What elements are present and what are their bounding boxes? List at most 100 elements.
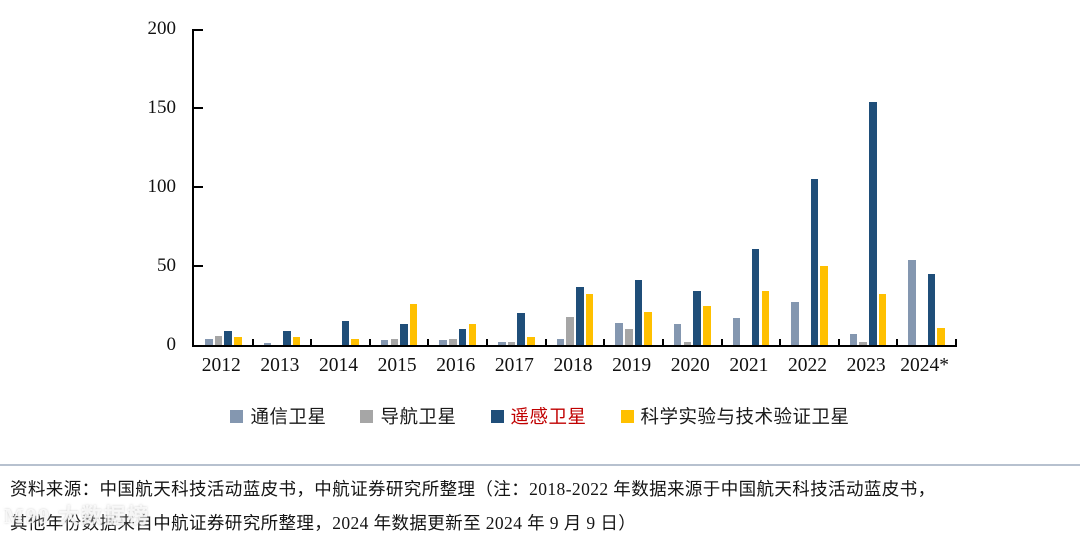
x-axis-tick-label: 2013: [260, 355, 300, 376]
bar: [761, 291, 770, 345]
bar-group: [253, 29, 312, 345]
x-axis-tick-label: 2012: [201, 355, 241, 376]
x-axis-tick: [837, 339, 840, 347]
bar-group: [722, 29, 781, 345]
y-axis-tick: [194, 107, 203, 109]
x-axis-tick-label: 2015: [377, 355, 417, 376]
bar: [869, 101, 877, 345]
bar: [878, 294, 887, 345]
x-axis-tick: [720, 339, 723, 347]
x-axis-tick-label: 2024*: [900, 355, 950, 376]
bar: [859, 341, 867, 345]
bar: [409, 303, 418, 345]
legend-swatch-icon: [230, 409, 244, 423]
x-axis-tick-label: 2022: [787, 355, 827, 376]
x-axis-tick-label: 2014: [319, 355, 359, 376]
y-axis-tick: [194, 265, 203, 267]
x-axis-tick: [779, 339, 782, 347]
x-axis-tick: [368, 339, 371, 347]
bar: [820, 266, 828, 345]
y-axis-tick-label: 0: [166, 334, 177, 355]
bar-group: [487, 29, 546, 345]
bar: [937, 327, 945, 345]
bar: [908, 259, 916, 345]
bar: [224, 330, 232, 345]
bar: [927, 273, 936, 345]
bar: [458, 329, 467, 345]
bar: [507, 341, 516, 345]
bar: [214, 335, 223, 345]
x-axis-tick-label: 2018: [553, 355, 593, 376]
legend-item: 导航卫星: [360, 403, 456, 429]
legend-label: 科学实验与技术验证卫星: [640, 408, 850, 428]
bar: [468, 324, 477, 345]
x-axis-tick: [896, 339, 899, 347]
legend-swatch-icon: [620, 409, 634, 423]
legend-label: 通信卫星: [250, 408, 327, 428]
legend-label: 导航卫星: [380, 408, 457, 428]
bar: [634, 280, 643, 345]
bar: [585, 294, 594, 345]
bar: [380, 340, 389, 345]
y-axis-tick-label: 200: [147, 18, 177, 39]
bar: [576, 286, 584, 345]
legend-swatch-icon: [490, 409, 504, 423]
bar: [566, 316, 574, 345]
x-axis-tick-label: 2021: [729, 355, 769, 376]
y-axis-tick-label: 50: [157, 255, 176, 276]
bar: [351, 338, 359, 345]
legend-swatch-icon: [360, 409, 374, 423]
bar: [527, 337, 535, 345]
legend-item: 遥感卫星: [490, 403, 587, 429]
bar: [234, 337, 242, 345]
bar-group: [839, 29, 898, 345]
x-axis-tick: [955, 339, 957, 347]
source-note-line1: 资料来源：中国航天科技活动蓝皮书，中航证券研究所整理（注：2018-2022 年…: [10, 479, 936, 499]
bar: [517, 313, 525, 345]
x-axis-tick-label: 2020: [670, 355, 710, 376]
bar: [625, 329, 633, 345]
bar: [644, 311, 652, 345]
plot-area: [192, 29, 957, 347]
bar: [449, 338, 457, 345]
x-axis-tick: [310, 339, 313, 347]
bar: [693, 291, 701, 345]
bar: [810, 179, 819, 345]
legend-item: 通信卫星: [230, 403, 326, 429]
y-axis-tick-label: 100: [147, 176, 177, 197]
x-axis-tick: [603, 339, 606, 347]
bar: [791, 302, 799, 345]
bar: [390, 338, 399, 345]
bar: [751, 248, 760, 345]
bar: [683, 341, 692, 345]
bar: [849, 333, 858, 345]
bar: [732, 318, 741, 345]
bar: [263, 343, 272, 345]
x-axis-tick: [486, 339, 489, 347]
source-note-line2: 其他年份数据来自中航证券研究所整理，2024 年数据更新至 2024 年 9 月…: [10, 513, 637, 533]
bar: [341, 321, 350, 345]
bar: [283, 330, 291, 345]
bar-group: [897, 29, 956, 345]
y-axis-tick-label: 150: [147, 97, 177, 118]
bar-group: [311, 29, 370, 345]
bar-group: [780, 29, 839, 345]
legend-label: 遥感卫星: [510, 408, 587, 428]
bar: [556, 338, 565, 345]
x-axis-tick: [661, 339, 664, 347]
bar-group: [546, 29, 605, 345]
x-axis-tick: [427, 339, 430, 347]
bar: [615, 322, 623, 345]
bar-group: [428, 29, 487, 345]
legend: 通信卫星 导航卫星 遥感卫星 科学实验与技术验证卫星: [0, 403, 1080, 429]
bar: [205, 338, 213, 345]
bar: [673, 324, 682, 345]
bar: [400, 324, 408, 345]
x-axis-tick-label: 2023: [846, 355, 886, 376]
bar-group: [194, 29, 253, 345]
y-axis-tick: [194, 186, 203, 188]
legend-item: 科学实验与技术验证卫星: [620, 403, 850, 429]
bar-group: [370, 29, 429, 345]
x-axis-tick-label: 2016: [436, 355, 476, 376]
bar-group: [663, 29, 722, 345]
